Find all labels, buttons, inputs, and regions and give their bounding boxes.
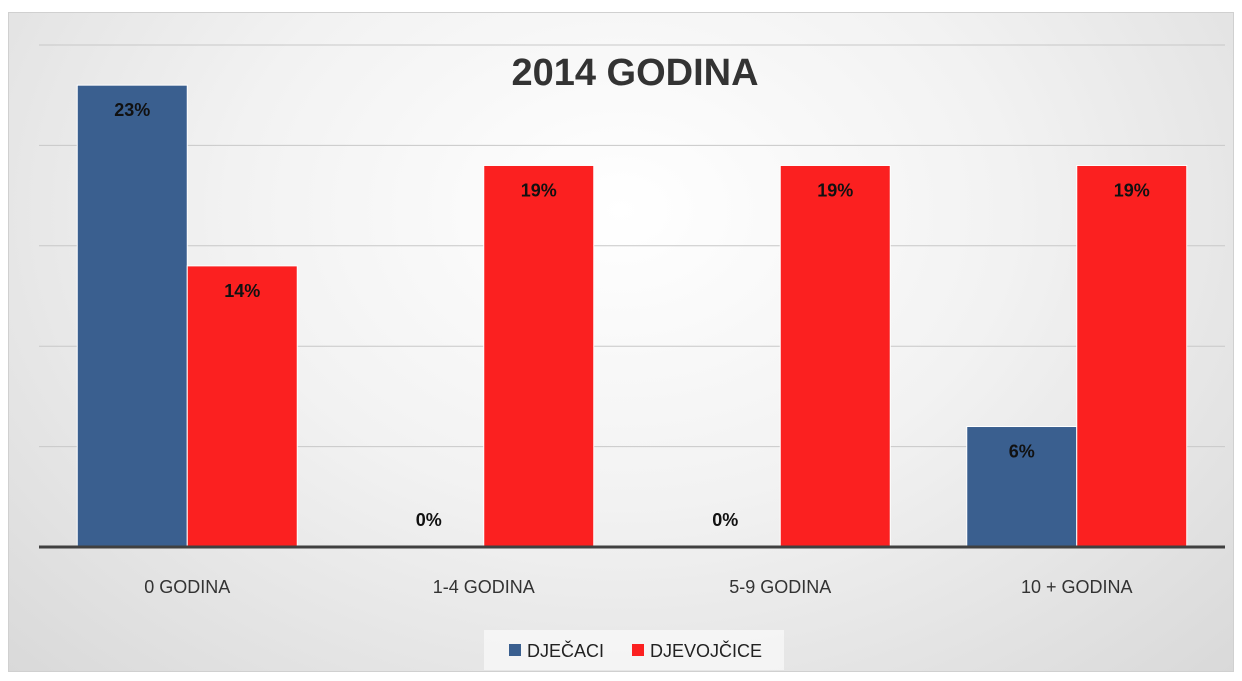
legend: DJEČACI DJEVOJČICE <box>484 630 784 670</box>
bar-djevojcice <box>1076 164 1188 548</box>
data-label: 19% <box>817 180 853 200</box>
legend-swatch <box>509 644 521 656</box>
legend-label: DJEČACI <box>527 640 604 661</box>
data-label: 6% <box>1009 442 1035 462</box>
x-tick-label: 10 + GODINA <box>1021 577 1133 597</box>
x-tick-label: 0 GODINA <box>144 577 230 597</box>
data-label: 23% <box>114 100 150 120</box>
bar-djevojcice <box>186 265 298 548</box>
bar-djevojcice <box>779 164 891 548</box>
bar-djevojcice <box>483 164 595 548</box>
x-tick-label: 5-9 GODINA <box>729 577 831 597</box>
data-label: 19% <box>521 180 557 200</box>
data-label: 19% <box>1114 180 1150 200</box>
chart-title: 2014 GODINA <box>511 52 758 94</box>
data-label: 0% <box>416 510 442 530</box>
x-tick-label: 1-4 GODINA <box>433 577 535 597</box>
data-label: 0% <box>712 510 738 530</box>
bar-djecaci <box>76 84 188 548</box>
legend-swatch <box>632 644 644 656</box>
bar-djecaci <box>966 426 1078 548</box>
bar-chart: 2014 GODINA 23% 14% 0% 19% 0% 19% 6% 19% 0 GODI… <box>39 44 1225 670</box>
x-tick-labels: 0 GODINA 1-4 GODINA 5-9 GODINA 10 + GODINA <box>144 577 1132 597</box>
legend-label: DJEVOJČICE <box>650 640 762 661</box>
bars: 23% 14% 0% 19% 0% 19% 6% 19% <box>76 84 1188 548</box>
data-label: 14% <box>224 281 260 301</box>
chart-area: 2014 GODINA 23% 14% 0% 19% 0% 19% 6% 19% 0 GODI… <box>8 12 1234 672</box>
